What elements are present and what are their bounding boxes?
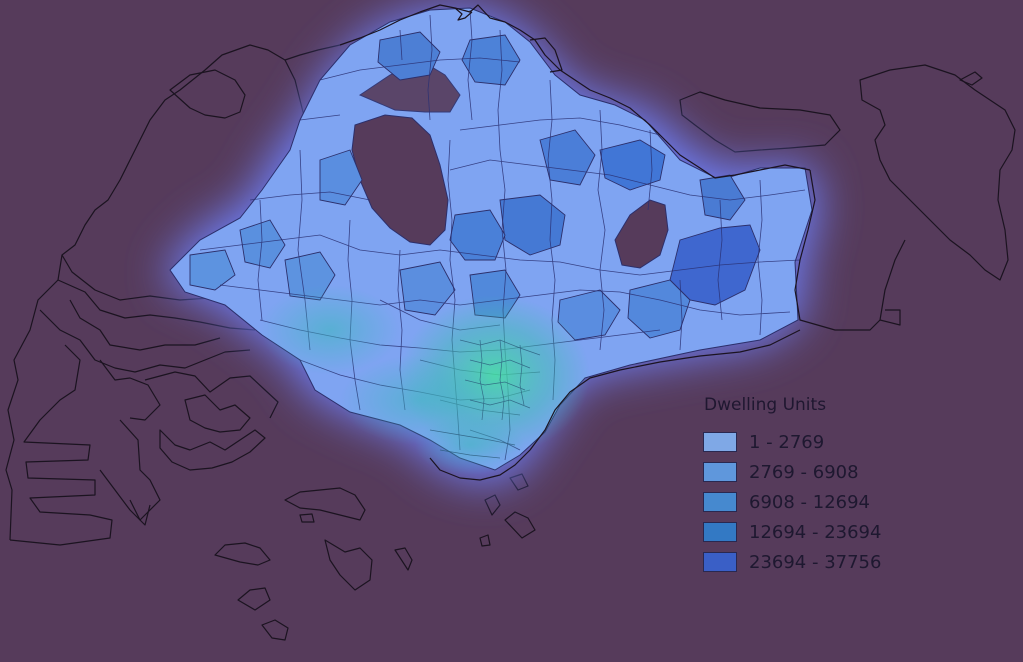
legend: Dwelling Units 1 - 2769 2769 - 6908 6908… [703,393,903,577]
hotspot-glow [260,285,590,475]
hotspot-boundaries [429,339,541,459]
eastern-islands-outline [679,64,1016,281]
legend-swatch [703,522,737,542]
legend-item: 23694 - 37756 [703,547,903,577]
legend-item: 1 - 2769 [703,427,903,457]
southern-islands-outline [214,473,536,641]
legend-label: 12694 - 23694 [749,521,882,543]
legend-item: 6908 - 12694 [703,487,903,517]
legend-label: 2769 - 6908 [749,461,859,483]
legend-swatch [703,492,737,512]
legend-item: 12694 - 23694 [703,517,903,547]
legend-title: Dwelling Units [704,395,827,415]
legend-label: 23694 - 37756 [749,551,882,573]
legend-swatch [703,552,737,572]
legend-item: 2769 - 6908 [703,457,903,487]
legend-label: 6908 - 12694 [749,491,871,513]
legend-swatch [703,462,737,482]
main-island-coastline [339,4,906,481]
legend-label: 1 - 2769 [749,431,825,453]
legend-swatch [703,432,737,452]
subzones-high [189,31,761,341]
